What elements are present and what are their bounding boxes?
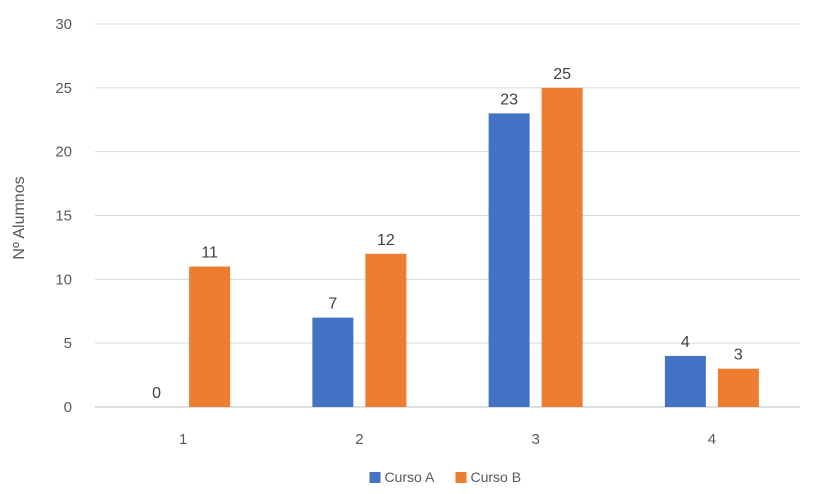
bar-curso-a-4	[664, 355, 706, 407]
data-label: 4	[681, 334, 690, 351]
y-tick-label: 0	[64, 399, 72, 416]
legend-entry: Curso A	[385, 469, 435, 485]
y-tick-label: 30	[55, 16, 72, 33]
bar-curso-b-2	[365, 253, 407, 407]
legend: Curso A Curso B	[369, 469, 522, 485]
bars	[189, 87, 759, 407]
y-tick-label: 10	[55, 271, 72, 288]
y-tick-label: 25	[55, 80, 72, 97]
x-tick-label: 2	[355, 431, 363, 448]
data-label: 12	[377, 232, 395, 249]
x-tick-label: 4	[708, 431, 716, 448]
y-tick-label: 20	[55, 144, 72, 161]
legend-swatch	[369, 472, 381, 483]
y-axis-label: Nº Alumnos	[11, 176, 28, 259]
x-tick-label: 1	[179, 431, 187, 448]
y-axis-ticks: 0 5 10 15 20 25 30	[55, 16, 72, 416]
data-label: 25	[553, 66, 571, 83]
y-tick-label: 15	[55, 208, 72, 225]
legend-entry: Curso B	[471, 469, 522, 485]
bar-curso-b-4	[717, 368, 759, 407]
y-tick-label: 5	[64, 335, 72, 352]
x-axis-ticks: 1 2 3 4	[179, 431, 716, 448]
bar-curso-b-3	[541, 87, 583, 407]
data-label: 23	[500, 91, 518, 108]
bar-curso-b-1	[189, 266, 231, 407]
x-tick-label: 3	[531, 431, 539, 448]
data-label: 11	[201, 245, 218, 262]
data-label: 3	[734, 347, 743, 364]
data-label: 7	[328, 296, 337, 313]
bar-curso-a-3	[488, 113, 530, 407]
data-labels: 0 11 7 12 23 25 4 3	[152, 66, 743, 402]
legend-swatch	[455, 472, 467, 483]
data-label: 0	[152, 385, 161, 402]
bar-curso-a-2	[312, 317, 354, 407]
